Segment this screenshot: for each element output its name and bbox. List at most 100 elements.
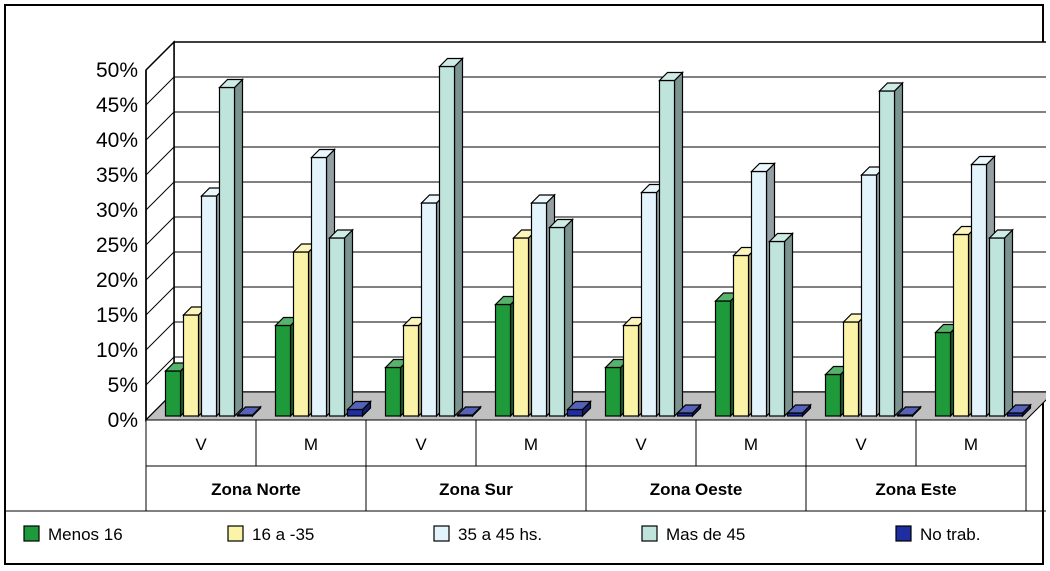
legend-item: Menos 16 — [23, 525, 123, 544]
x-tick-label: V — [635, 435, 647, 454]
bar-front — [182, 314, 200, 417]
bar-top — [970, 155, 996, 166]
y-tick-label: 50% — [96, 59, 138, 82]
bar-side — [1003, 228, 1014, 418]
bar-front — [420, 202, 438, 417]
bar-side — [783, 232, 794, 418]
y-tick-label: 10% — [96, 339, 138, 362]
bar-front — [346, 408, 364, 417]
legend-swatch — [23, 525, 40, 542]
bar-front — [622, 324, 640, 417]
x-tick-label: V — [195, 435, 207, 454]
bar-top — [456, 406, 482, 416]
bar-front — [860, 174, 878, 417]
legend-label: No trab. — [920, 525, 980, 544]
bar-front — [824, 373, 842, 417]
bar-top — [676, 404, 702, 414]
bar — [768, 232, 794, 418]
y-tick-label: 45% — [96, 94, 138, 117]
bar-front — [164, 370, 182, 417]
zone-label: Zona Este — [875, 480, 956, 499]
bar-front — [384, 366, 402, 417]
bar-front — [988, 237, 1006, 417]
bar — [346, 400, 372, 418]
bar-top — [786, 404, 812, 414]
y-axis: 0% 5% 10% 15% 20% 25% 30% 35% 40% 45% 50% — [96, 59, 147, 432]
bar-front — [512, 237, 530, 417]
y-tick-label: 40% — [96, 129, 138, 152]
bar — [456, 405, 482, 418]
bar-front — [548, 226, 566, 417]
bar-top — [768, 232, 794, 243]
bar-top — [988, 229, 1014, 239]
bar-top — [438, 57, 464, 68]
bar-top — [310, 148, 336, 159]
bar-front — [658, 79, 676, 417]
bar-front — [292, 251, 310, 417]
legend-swatch — [227, 525, 244, 542]
bar-front — [328, 237, 346, 417]
gridline-side — [145, 251, 175, 281]
bar-top — [328, 229, 354, 239]
legend: Menos 16 16 a -35 35 a 45 hs. Mas de 45 No t… — [23, 525, 980, 544]
gridline-side — [145, 356, 175, 386]
zone-label: Zona Sur — [439, 480, 513, 499]
bar-front — [970, 163, 988, 417]
bar — [896, 405, 922, 418]
bar-front — [402, 324, 420, 417]
y-tick-label: 30% — [96, 199, 138, 222]
gridline-side — [145, 321, 175, 351]
gridline-side — [145, 286, 175, 316]
legend-item: Mas de 45 — [641, 525, 745, 544]
y-tick-label: 5% — [108, 374, 138, 397]
bar — [988, 228, 1014, 418]
gridline-side — [145, 76, 175, 106]
bar-front — [566, 408, 584, 417]
chart: 0% 5% 10% 15% 20% 25% 30% 35% 40% 45% 50% V M V M V M V M… — [6, 40, 1046, 544]
bar — [878, 81, 904, 418]
legend-swatch — [895, 525, 912, 542]
bar — [786, 403, 812, 418]
bar-top — [548, 218, 574, 229]
bar-top — [218, 78, 244, 89]
zone-label: Zona Norte — [211, 480, 301, 499]
bar — [676, 403, 702, 418]
bar-side — [233, 78, 244, 418]
bar-front — [438, 65, 456, 417]
bar-front — [604, 366, 622, 417]
bar-top — [896, 406, 922, 416]
x-tick-label: V — [415, 435, 427, 454]
bar-top — [750, 162, 776, 173]
bar-front — [714, 300, 732, 417]
bar-front — [732, 254, 750, 417]
bar-side — [893, 81, 904, 418]
bar — [1006, 403, 1032, 418]
bar-front — [218, 86, 236, 417]
gridline-side — [145, 41, 175, 71]
legend-swatch — [641, 525, 658, 542]
bar-side — [563, 218, 574, 418]
legend-item: No trab. — [895, 525, 980, 544]
bar-front — [934, 331, 952, 417]
x-axis-table: V M V M V M V M Zona Norte Zona Sur Zona Oeste Zona… — [6, 419, 1046, 512]
bar-top — [1006, 404, 1032, 414]
bar-top — [530, 194, 556, 204]
legend-label: Menos 16 — [48, 525, 123, 544]
chart-frame: 0% 5% 10% 15% 20% 25% 30% 35% 40% 45% 50% V M V M V M V M… — [4, 4, 1046, 565]
y-tick-label: 35% — [96, 164, 138, 187]
y-tick-label: 0% — [108, 409, 138, 432]
x-tick-label: M — [524, 435, 538, 454]
bar-front — [842, 321, 860, 417]
bar-front — [274, 324, 292, 417]
zone-label: Zona Oeste — [650, 480, 743, 499]
bar-front — [952, 233, 970, 417]
bar — [566, 400, 592, 418]
y-tick-label: 20% — [96, 269, 138, 292]
x-tick-label: M — [964, 435, 978, 454]
gridline-side — [145, 181, 175, 211]
bar — [548, 218, 574, 418]
bar — [824, 365, 850, 418]
bar-top — [346, 400, 372, 411]
bar — [218, 78, 244, 418]
bar-front — [200, 195, 218, 417]
